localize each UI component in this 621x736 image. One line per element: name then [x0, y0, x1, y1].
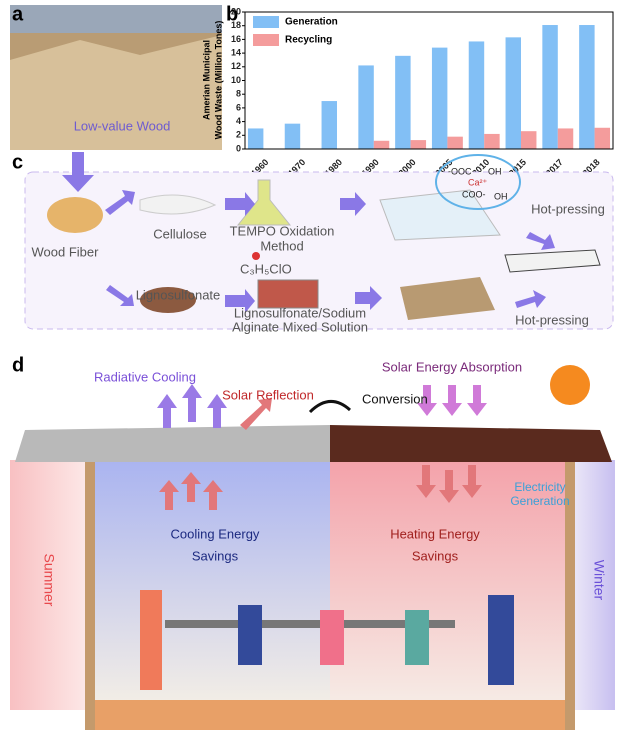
y-axis-label: Wood Waste (Million Tones): [213, 21, 223, 140]
label: Summer: [41, 554, 57, 607]
label: Conversion: [362, 391, 428, 406]
roof-cool: [15, 425, 330, 462]
panel-label: d: [12, 354, 24, 376]
bar: [321, 101, 337, 149]
bar: [579, 25, 595, 149]
label: Cellulose: [153, 226, 206, 241]
winter-panel: [570, 460, 615, 710]
caption: Low-value Wood: [74, 118, 171, 133]
bar: [594, 127, 611, 149]
label: Cooling Energy: [171, 526, 260, 541]
solution: [257, 279, 319, 309]
legend-swatch: [253, 16, 279, 28]
label: Lignosulfonate: [136, 287, 221, 302]
wood-pile: [10, 35, 222, 150]
board: [400, 277, 495, 320]
bar: [373, 140, 390, 149]
label: Savings: [412, 548, 459, 563]
bar: [395, 55, 411, 150]
label: Savings: [192, 548, 239, 563]
bar: [484, 133, 500, 149]
drop: [252, 252, 260, 260]
label: Solar Energy Absorption: [382, 359, 522, 374]
flask: [236, 179, 292, 226]
wall: [565, 455, 575, 730]
y-tick-label: 14: [231, 47, 241, 57]
y-tick-label: 16: [231, 34, 241, 44]
cool-arrows: [157, 384, 227, 428]
sun: [550, 365, 590, 405]
y-tick-label: 0: [236, 143, 241, 153]
panel-label: a: [12, 3, 24, 25]
bar: [505, 37, 521, 149]
bar: [431, 47, 448, 150]
y-tick-label: 20: [231, 6, 241, 16]
label: Wood Fiber: [32, 244, 100, 259]
legend-swatch: [253, 34, 279, 46]
bar: [542, 25, 558, 149]
powder: [140, 287, 196, 313]
label: Lignosulfonate/Sodium: [234, 305, 366, 320]
y-tick-label: 6: [236, 102, 241, 112]
label: Hot-pressing: [531, 201, 605, 216]
cellulose-icon: [139, 194, 217, 215]
panel-label: b: [226, 3, 238, 25]
bar: [410, 140, 427, 149]
arrows: [105, 190, 555, 313]
chem: OH: [494, 191, 508, 201]
table: [165, 620, 455, 628]
pressed-film: [504, 249, 601, 273]
chem: -OOC: [448, 166, 472, 176]
y-tick-label: 18: [231, 20, 241, 30]
legend-label: Generation: [285, 17, 338, 28]
label: Method: [260, 238, 303, 253]
legend-label: Recycling: [285, 35, 332, 46]
floor: [95, 700, 565, 730]
chem: Ca²⁺: [468, 177, 488, 187]
heat-arrows: [159, 398, 482, 510]
bar: [447, 136, 463, 149]
label: TEMPO Oxidation: [230, 223, 335, 238]
panel-label: c: [12, 151, 23, 173]
label: Solar Reflection: [222, 387, 314, 402]
chem: OH: [488, 166, 502, 176]
summer-panel: [10, 460, 95, 710]
label: Radiative Cooling: [94, 369, 196, 384]
y-axis-label: Amerian Municipal: [201, 40, 211, 120]
people: [140, 590, 514, 690]
bar: [358, 65, 374, 149]
label: Hot-pressing: [515, 312, 589, 327]
label: Generation: [510, 494, 569, 508]
bar: [557, 128, 574, 149]
roof-warm: [330, 425, 612, 462]
label: Electricity: [514, 480, 565, 494]
arrow: [62, 152, 94, 192]
chem-labels: -OOC OH Ca²⁺ COO- OH: [448, 166, 508, 201]
y-tick-label: 4: [236, 116, 241, 126]
conversion-arrow: [308, 400, 352, 414]
bar: [521, 131, 537, 149]
chem-bubble: [435, 154, 521, 210]
bar: [284, 123, 301, 149]
plot-frame: [244, 11, 614, 150]
chem: COO-: [462, 189, 486, 199]
fiber-icon: [47, 197, 103, 233]
photo-sky: [10, 5, 222, 33]
wall: [85, 455, 95, 730]
label: C₃H₅ClO: [240, 261, 292, 276]
bar: [247, 128, 264, 149]
y-tick-label: 10: [231, 75, 241, 85]
label: Heating Energy: [390, 526, 480, 541]
absorb-arrows: [417, 385, 487, 416]
y-tick-label: 2: [236, 130, 241, 140]
label: Alginate Mixed Solution: [232, 319, 368, 334]
y-tick-label: 12: [231, 61, 241, 71]
bar: [468, 41, 485, 149]
y-tick-label: 8: [236, 89, 241, 99]
label: Winter: [591, 560, 607, 601]
